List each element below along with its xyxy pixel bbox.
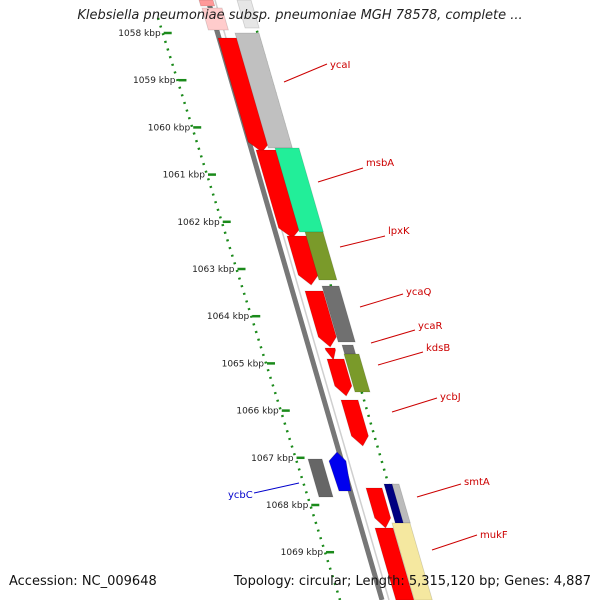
tick-label: 1063 kbp — [192, 265, 235, 275]
map-title: Klebsiella pneumoniae subsp. pneumoniae … — [77, 8, 523, 23]
gene-leader-line — [416, 483, 462, 498]
tick-track — [156, 17, 342, 600]
gene-label-kdsB[interactable]: kdsB — [426, 343, 450, 354]
gene-leader-line — [391, 397, 438, 413]
cog-block-darkgray[interactable] — [341, 344, 357, 355]
tick-label: 1066 kbp — [236, 407, 279, 417]
cds-arrow-ycaI[interactable] — [217, 37, 271, 153]
cds-arrow-ycaR[interactable] — [324, 347, 336, 361]
gene-label-lpxK[interactable]: lpxK — [388, 226, 410, 237]
tick-label: 1058 kbp — [118, 29, 161, 39]
gene-label-mukF[interactable]: mukF — [480, 530, 508, 541]
tick-label: 1067 kbp — [251, 454, 294, 464]
tick-label: 1065 kbp — [222, 359, 265, 369]
gene-leader-line — [377, 351, 424, 366]
gene-label-ycbC[interactable]: ycbC — [228, 490, 253, 501]
tick-label: 1060 kbp — [148, 123, 191, 133]
gene-label-ycaR[interactable]: ycaR — [418, 321, 443, 332]
gene-label-smtA[interactable]: smtA — [464, 477, 490, 488]
gene-label-msbA[interactable]: msbA — [366, 158, 394, 169]
cog-block-gray[interactable] — [391, 483, 411, 524]
genome-summary-text: Topology: circular; Length: 5,315,120 bp… — [233, 574, 591, 589]
gene-label-ycbJ[interactable]: ycbJ — [440, 392, 461, 403]
gene-label-ycaQ[interactable]: ycaQ — [406, 287, 432, 298]
tick-label: 1062 kbp — [177, 218, 220, 228]
tick-label: 1059 kbp — [133, 76, 176, 86]
gene-leader-line — [431, 534, 478, 551]
cds-arrow-kdsB[interactable] — [326, 358, 353, 397]
gene-leader-line — [253, 482, 300, 494]
cds-arrow-ycbJ[interactable] — [340, 399, 369, 447]
cog-block-darkgray[interactable] — [321, 285, 356, 343]
tick-label: 1061 kbp — [163, 171, 206, 181]
cog-block-darkgray[interactable] — [307, 458, 334, 498]
accession-text: Accession: NC_009648 — [9, 574, 157, 589]
tick-label: 1069 kbp — [281, 548, 324, 558]
gene-leader-line — [283, 63, 328, 83]
cog-block-green[interactable] — [274, 147, 324, 233]
gene-leader-line — [317, 167, 364, 183]
cds-arrow-ycaQ[interactable] — [304, 290, 337, 348]
cds-arrow-ycbC[interactable] — [328, 451, 352, 492]
gene-label-ycaI[interactable]: ycaI — [330, 60, 351, 71]
gene-leader-line — [370, 329, 416, 344]
cds-block-mukF[interactable] — [374, 527, 415, 600]
cog-block-olive[interactable] — [343, 353, 371, 393]
cds-arrow-msbA[interactable] — [255, 149, 302, 239]
cds-arrow-smtA[interactable] — [365, 487, 392, 529]
cog-block[interactable] — [236, 0, 260, 29]
cog-block-olive[interactable] — [304, 231, 338, 281]
cds-block[interactable] — [201, 7, 229, 31]
tick-label: 1064 kbp — [207, 312, 250, 322]
gene-leader-line — [359, 293, 404, 308]
gene-leader-line — [339, 235, 386, 248]
cog-block-yellow[interactable] — [391, 522, 433, 600]
cds-block[interactable] — [198, 0, 216, 7]
tick-label: 1068 kbp — [266, 501, 309, 511]
